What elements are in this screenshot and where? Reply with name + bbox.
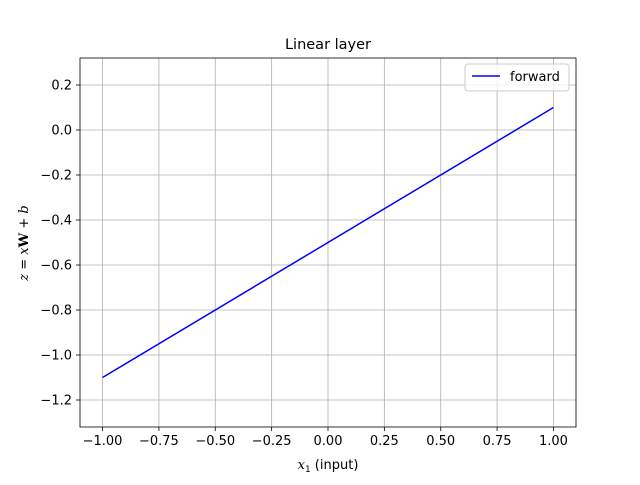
x-axis-label-suffix: (input) [311,458,359,473]
y-tick-label: 0.2 [51,79,72,94]
y-axis-label: z = xW + b [17,205,32,281]
y-tick-label: −0.8 [40,304,72,319]
series-layer [102,106,554,379]
x-tick-label: 0.25 [370,434,399,449]
x-axis-label-var: x [298,458,306,473]
y-axis-label-w: W [17,232,32,248]
x-tick-label: −0.50 [195,434,235,449]
grid [80,58,576,427]
chart-title: Linear layer [285,37,371,53]
y-tick-label: −1.0 [40,349,72,364]
ticks: −1.00 −0.75 −0.50 −0.25 0.00 0.25 0.50 0.75 1.00… [40,79,568,450]
legend-label-forward: forward [510,70,560,85]
y-axis-label-eq: = [17,255,32,274]
y-axis-label-b: b [17,205,32,213]
y-tick-label: −0.2 [40,169,72,184]
legend-box [464,63,570,92]
x-axis-label-subscript: 1 [305,465,311,475]
x-tick-label: −0.25 [252,434,292,449]
x-tick-label: 0.75 [483,434,512,449]
x-tick-label: 1.00 [539,434,568,449]
y-tick-label: 0.0 [51,124,72,139]
y-axis-label-plus: + [17,214,32,233]
x-axis-label: x1 (input) [298,458,359,475]
y-tick-label: −1.2 [40,394,72,409]
x-tick-label: 0.50 [426,434,455,449]
x-tick-label: −0.75 [139,434,179,449]
y-tick-label: −0.4 [40,214,72,229]
y-axis-label-z: z [17,274,32,282]
series-line-forward [102,106,554,379]
x-tick-label: −1.00 [83,434,123,449]
x-tick-label: 0.00 [314,434,343,449]
y-tick-label: −0.6 [40,259,72,274]
y-axis-label-x: x [17,247,32,255]
legend: forward [464,63,570,92]
